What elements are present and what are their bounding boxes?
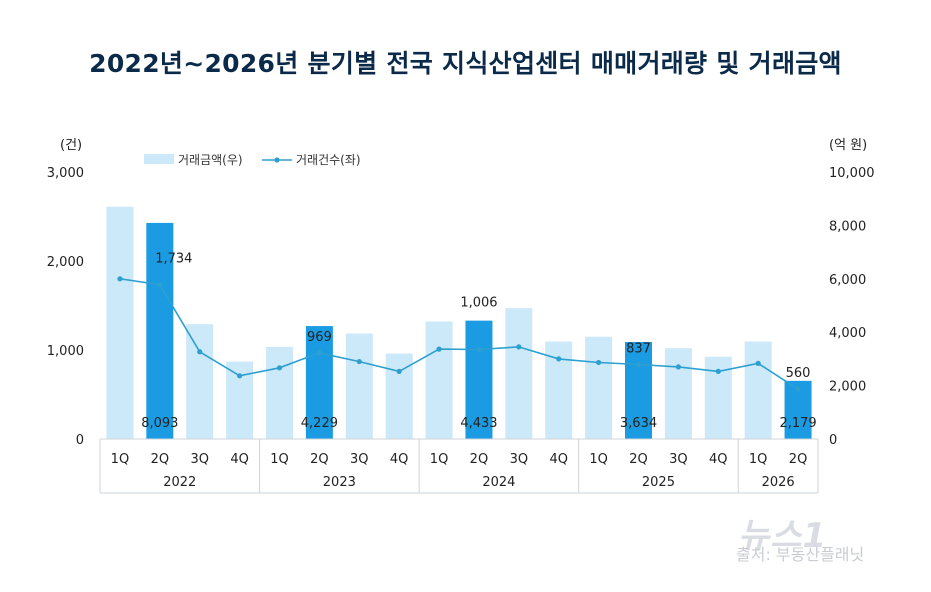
year-label: 2023 xyxy=(323,475,356,490)
line-value-label-5: 969 xyxy=(307,330,332,345)
x-tick-label: 1Q xyxy=(111,452,130,467)
right-tick-label: 0 xyxy=(829,433,837,448)
line-point-8 xyxy=(436,346,442,352)
bar-6 xyxy=(345,333,373,439)
line-point-16 xyxy=(755,360,761,366)
bar-13 xyxy=(625,341,652,439)
x-tick-label: 2Q xyxy=(470,452,489,467)
left-axis-unit: (건) xyxy=(60,138,82,153)
legend-bar-swatch xyxy=(144,154,174,164)
line-point-1 xyxy=(157,282,163,288)
left-tick-label: 3,000 xyxy=(47,166,84,181)
left-tick-label: 0 xyxy=(76,433,84,448)
x-tick-label: 1Q xyxy=(589,452,608,467)
x-tick-label: 4Q xyxy=(390,452,409,467)
right-tick-label: 2,000 xyxy=(829,380,866,395)
watermark-logo: 뉴스1 xyxy=(738,516,828,556)
x-tick-label: 3Q xyxy=(350,452,369,467)
bar-8 xyxy=(425,321,453,439)
x-tick-label: 2Q xyxy=(629,452,648,467)
x-tick-label: 1Q xyxy=(430,452,449,467)
bar-value-label-1: 8,093 xyxy=(141,416,178,431)
line-point-11 xyxy=(556,356,562,362)
line-point-10 xyxy=(516,344,522,350)
line-value-label-1: 1,734 xyxy=(155,252,192,267)
line-point-0 xyxy=(117,276,123,282)
line-path xyxy=(119,278,799,390)
bar-10 xyxy=(505,308,533,439)
x-tick-label: 3Q xyxy=(669,452,688,467)
x-tick-label: 3Q xyxy=(190,452,209,467)
bar-value-label-9: 4,433 xyxy=(460,416,497,431)
right-tick-label: 8,000 xyxy=(829,219,866,234)
line-value-label-9: 1,006 xyxy=(460,295,497,310)
year-label: 2026 xyxy=(762,475,795,490)
bar-series xyxy=(106,206,812,439)
line-value-label-13: 837 xyxy=(626,342,651,357)
legend-bar-label: 거래금액(우) xyxy=(178,153,243,167)
right-tick-label: 10,000 xyxy=(829,166,875,181)
x-tick-label: 2Q xyxy=(789,452,808,467)
bar-14 xyxy=(664,348,692,439)
bar-16 xyxy=(744,341,772,439)
source-note: 출처: 부동산플래닛 xyxy=(736,545,865,564)
right-tick-label: 4,000 xyxy=(829,326,866,341)
chart-title: 2022년~2026년 분기별 전국 지식산업센터 매매거래량 및 거래금액 xyxy=(89,49,842,78)
x-tick-label: 4Q xyxy=(709,452,728,467)
line-point-7 xyxy=(396,368,402,374)
line-point-15 xyxy=(715,368,721,374)
bar-1 xyxy=(146,222,174,439)
bar-5 xyxy=(305,326,333,439)
bar-2 xyxy=(186,324,214,439)
bar-4 xyxy=(266,346,293,439)
year-label: 2025 xyxy=(642,475,675,490)
left-tick-label: 2,000 xyxy=(47,255,84,270)
line-point-9 xyxy=(476,346,482,353)
line-point-17 xyxy=(795,386,801,392)
year-label: 2024 xyxy=(482,475,515,490)
x-tick-label: 4Q xyxy=(230,452,249,467)
x-tick-label: 4Q xyxy=(549,452,568,467)
left-tick-label: 1,000 xyxy=(47,344,84,359)
bar-value-label-13: 3,634 xyxy=(620,416,657,431)
bar-7 xyxy=(385,353,413,439)
line-point-5 xyxy=(316,350,322,356)
bar-9 xyxy=(465,320,493,439)
bar-0 xyxy=(106,206,134,439)
legend-line-marker xyxy=(274,157,280,163)
legend-line-label: 거래건수(좌) xyxy=(296,153,361,167)
legend: 거래금액(우) 거래건수(좌) xyxy=(144,153,361,167)
right-tick-label: 6,000 xyxy=(829,273,866,288)
line-point-12 xyxy=(596,359,602,366)
data-labels: 8,093 4,229 4,433 3,634 2,179 1,734 969 1,006 83… xyxy=(141,252,816,431)
x-tick-label: 1Q xyxy=(749,452,768,467)
x-tick-label: 1Q xyxy=(270,452,289,467)
line-value-label-17: 560 xyxy=(786,366,811,381)
year-label: 2022 xyxy=(163,475,196,490)
axes: 3,000 2,000 1,000 0 (건) 10,000 8,000 6,000 4,000… xyxy=(47,138,875,494)
x-tick-label: 2Q xyxy=(151,452,170,467)
line-point-4 xyxy=(276,365,283,371)
x-tick-label: 2Q xyxy=(310,452,329,467)
right-axis-unit: (억 원) xyxy=(829,138,867,153)
bar-value-label-5: 4,229 xyxy=(301,416,338,431)
line-series xyxy=(117,276,801,392)
x-tick-label: 3Q xyxy=(510,452,529,467)
bar-12 xyxy=(585,336,613,439)
bar-value-label-17: 2,179 xyxy=(779,416,816,431)
line-point-13 xyxy=(635,361,642,368)
line-point-2 xyxy=(197,349,203,355)
line-point-6 xyxy=(356,358,362,365)
line-point-3 xyxy=(237,373,243,379)
line-point-14 xyxy=(675,364,681,370)
